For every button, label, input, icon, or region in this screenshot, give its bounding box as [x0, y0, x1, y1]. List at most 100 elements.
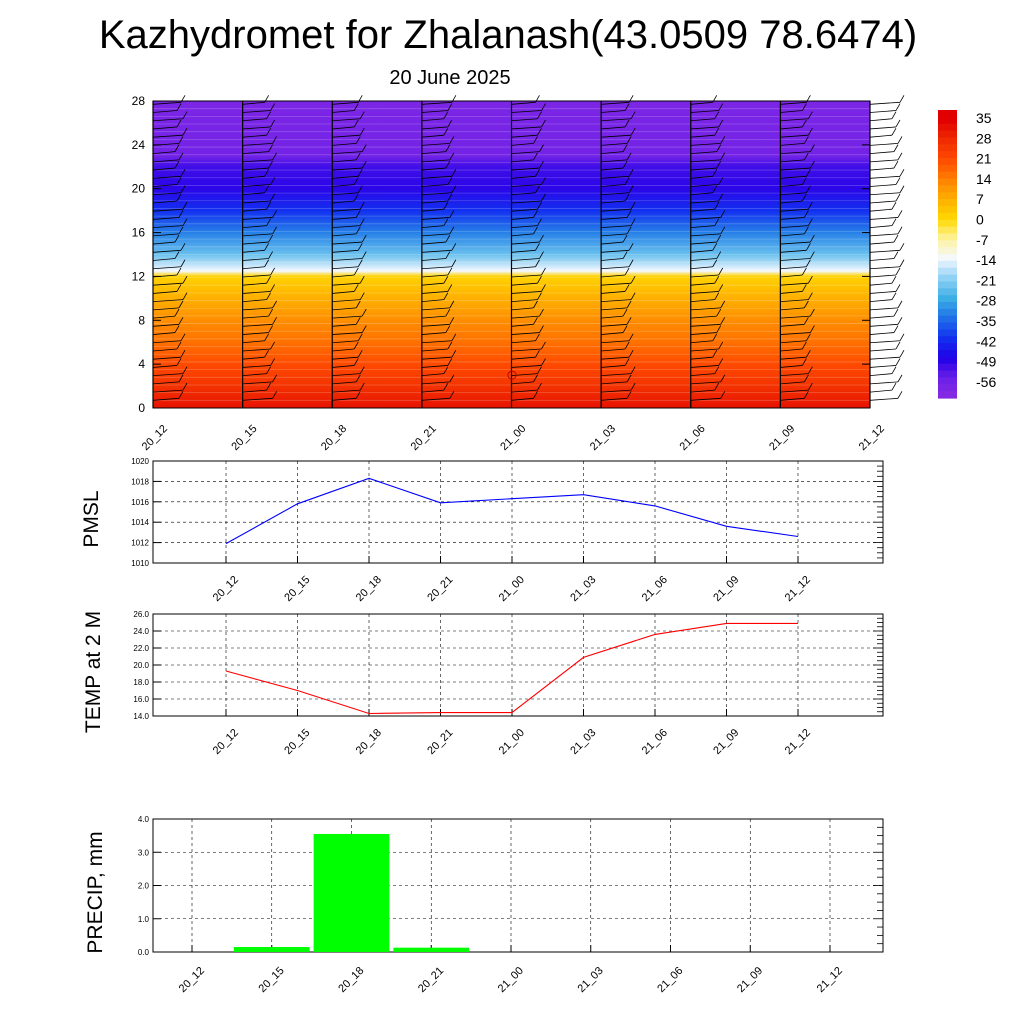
y-tick-label: 26.0: [133, 610, 149, 619]
wind-barb-flag: [804, 210, 809, 218]
colorbar-cell: [938, 281, 957, 289]
wind-barb-flag: [720, 152, 726, 161]
wind-barb: [780, 167, 811, 171]
wind-barb-flag: [449, 317, 455, 325]
wind-barb-flag: [176, 193, 182, 202]
wind-barb-flag: [712, 333, 718, 341]
wind-barb: [242, 151, 269, 155]
wind-barb-flag: [630, 201, 636, 210]
wind-barb-flag: [541, 119, 546, 128]
x-tick-label: 21_06: [640, 727, 670, 757]
wind-barb: [152, 365, 178, 368]
wind-barb-flag: [810, 144, 815, 152]
wind-barb: [690, 381, 721, 385]
wind-barb-flag: [624, 267, 630, 276]
wind-barb: [332, 299, 361, 303]
colorbar-cell: [938, 384, 957, 392]
wind-barb: [242, 110, 271, 113]
wind-barb-flag: [893, 234, 899, 243]
wind-barb: [511, 217, 534, 220]
wind-barb-flag: [451, 350, 457, 358]
wind-barb: [690, 143, 721, 146]
wind-barb: [780, 241, 811, 245]
wind-barb-flag: [624, 341, 630, 350]
wind-barb: [421, 126, 448, 130]
wind-barb: [421, 217, 450, 220]
wind-barb-flag: [891, 127, 897, 136]
wind-barb-flag: [712, 259, 718, 267]
wind-barb: [242, 175, 265, 179]
wind-barb-flag: [806, 259, 811, 267]
wind-barb: [332, 208, 361, 212]
x-tick-label: 21_09: [711, 727, 741, 757]
wind-barb-flag: [270, 284, 275, 292]
wind-barb: [601, 373, 632, 377]
wind-barb-flag: [451, 259, 457, 267]
x-tick-label: 20_21: [425, 574, 455, 604]
wind-barb-flag: [718, 358, 724, 366]
wind-barb-flag: [628, 350, 634, 358]
wind-barb: [601, 274, 626, 278]
wind-barb-flag: [895, 341, 901, 350]
wind-barb: [242, 159, 273, 163]
wind-barb-flag: [353, 284, 359, 292]
wind-barb: [869, 373, 893, 377]
wind-barb: [780, 225, 809, 229]
wind-barb-flag: [535, 350, 540, 358]
wind-barb-flag: [178, 136, 184, 144]
wind-barb-flag: [810, 251, 815, 259]
wind-barb: [511, 299, 538, 303]
wind-barb: [511, 118, 538, 122]
wind-barb: [690, 167, 717, 171]
wind-barb-flag: [357, 185, 363, 193]
wind-barb-flag: [624, 358, 630, 366]
wind-barb: [421, 373, 444, 377]
colorbar-cell: [938, 288, 957, 296]
wind-barb-flag: [361, 160, 367, 169]
wind-barb: [332, 348, 355, 352]
wind-barb-flag: [264, 259, 269, 267]
wind-barb: [332, 101, 359, 105]
wind-barb: [869, 348, 897, 352]
wind-barb-flag: [802, 284, 807, 292]
wind-barb-flag: [355, 210, 361, 218]
wind-barb-flag: [893, 144, 899, 152]
colorbar-cell: [938, 336, 957, 344]
wind-barb: [152, 126, 178, 130]
wind-barb: [869, 192, 901, 196]
wind-barb: [242, 373, 267, 377]
wind-barb: [332, 274, 355, 278]
wind-barb-flag: [808, 218, 813, 226]
wind-barb-flag: [180, 185, 186, 193]
wind-barb: [780, 126, 803, 130]
wind-barb: [869, 225, 893, 229]
wind-barb-flag: [268, 144, 273, 152]
chart-date: 20 June 2025: [389, 67, 511, 89]
wind-barb-flag: [810, 234, 815, 243]
wind-barb: [152, 233, 180, 237]
colorbar-cell: [938, 137, 957, 145]
wind-barb-flag: [895, 284, 901, 292]
colorbar-label: 7: [976, 191, 984, 207]
wind-barb: [511, 175, 536, 179]
colorbar-cell: [938, 260, 957, 269]
wind-barb-flag: [449, 374, 455, 383]
wind-barb: [601, 323, 628, 327]
wind-barb: [242, 266, 265, 270]
wind-barb: [421, 101, 452, 105]
x-tick-label: 21_00: [497, 727, 527, 757]
wind-barb: [511, 151, 540, 155]
wind-barb: [869, 249, 901, 253]
wind-barb-flag: [893, 160, 899, 169]
wind-barb: [869, 217, 899, 220]
wind-barb: [690, 291, 719, 294]
wind-barb: [601, 159, 628, 163]
wind-barb-flag: [264, 185, 269, 193]
wind-barb-flag: [891, 111, 897, 119]
wind-barb: [421, 208, 444, 212]
wind-barb: [690, 389, 715, 393]
wind-barb: [511, 126, 542, 130]
wind-barb-flag: [353, 119, 359, 128]
wind-barb: [601, 381, 628, 385]
